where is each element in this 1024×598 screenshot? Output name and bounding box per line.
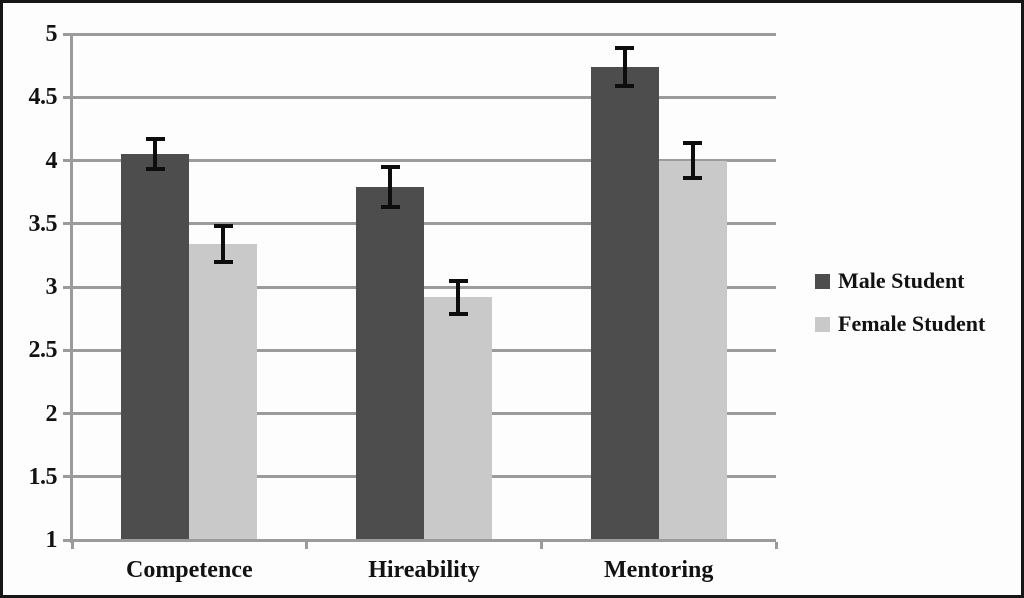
y-axis-tick-label: 4.5: [28, 84, 58, 111]
gridline: [63, 159, 776, 162]
error-bar-male-student-hireability: [388, 166, 392, 208]
x-axis-category-label-competence: Competence: [125, 557, 253, 583]
x-axis-line: [67, 539, 776, 542]
legend-swatch-female-student: [815, 316, 830, 332]
bar-male-student-mentoring: [590, 66, 659, 542]
bar-female-student-hireability: [424, 297, 492, 542]
gridline: [63, 95, 776, 99]
y-axis-tick-label: 3.5: [28, 210, 58, 237]
y-axis-tick-label: 2.5: [28, 337, 58, 364]
error-bar-cap-bottom-female-student-mentoring: [683, 176, 703, 181]
legend-item-female-student: Female Student: [815, 311, 985, 337]
legend: Male Student Female Student: [815, 268, 985, 354]
error-bar-cap-bottom-male-student-mentoring: [615, 83, 635, 88]
y-axis-tick-label: 3: [45, 274, 58, 300]
y-axis-tick-label: 1: [45, 527, 58, 553]
error-bar-female-student-hireability: [456, 280, 460, 314]
bar-male-student-hireability: [356, 187, 424, 542]
error-bar-cap-top-male-student-competence: [145, 137, 165, 141]
error-bar-cap-top-male-student-mentoring: [615, 45, 635, 50]
x-axis-tick: [539, 542, 543, 549]
y-axis-tick-label: 2: [45, 400, 58, 427]
y-axis-line: [70, 33, 73, 543]
x-axis-category-label-hireability: Hireability: [368, 557, 480, 583]
bar-female-student-competence: [189, 244, 258, 542]
legend-label-female-student: Female Student: [838, 311, 986, 336]
bar-male-student-competence: [121, 154, 190, 542]
error-bar-female-student-competence: [221, 226, 226, 262]
y-axis-tick-label: 4: [45, 147, 58, 174]
bar-female-student-mentoring: [658, 160, 727, 542]
y-axis-tick-label: 1.5: [28, 463, 58, 490]
error-bar-cap-top-male-student-hireability: [380, 164, 400, 169]
x-axis-tick: [305, 542, 309, 549]
error-bar-cap-bottom-female-student-hireability: [448, 311, 468, 316]
error-bar-cap-top-female-student-competence: [213, 224, 233, 229]
error-bar-male-student-mentoring: [622, 47, 627, 86]
legend-item-male-student: Male Student: [815, 268, 985, 294]
legend-label-male-student: Male Student: [838, 268, 965, 293]
gridline: [63, 32, 776, 36]
error-bar-male-student-competence: [153, 139, 158, 170]
x-axis-tick: [70, 542, 74, 549]
error-bar-cap-bottom-male-student-competence: [145, 167, 165, 172]
x-axis-category-label-mentoring: Mentoring: [604, 557, 714, 583]
x-axis-tick: [774, 542, 778, 549]
error-bar-female-student-mentoring: [690, 142, 695, 179]
error-bar-cap-bottom-female-student-competence: [213, 259, 233, 264]
legend-swatch-male-student: [815, 273, 830, 289]
y-axis-tick-label: 5: [45, 21, 58, 47]
error-bar-cap-top-female-student-mentoring: [683, 140, 703, 145]
error-bar-cap-top-female-student-hireability: [448, 278, 468, 283]
error-bar-cap-bottom-male-student-hireability: [380, 205, 400, 210]
